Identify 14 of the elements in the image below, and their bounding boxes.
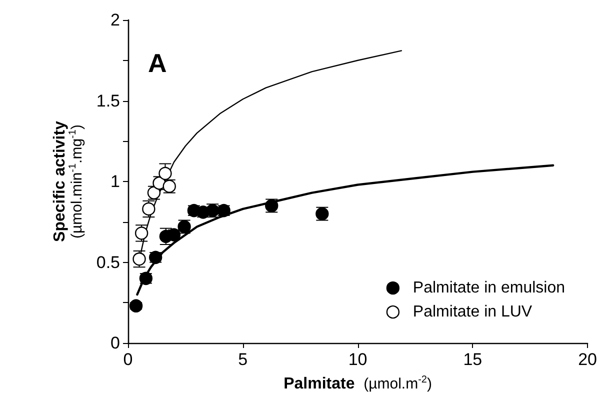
y-tick-label: 1	[110, 172, 120, 191]
x-tick-label: 5	[238, 350, 248, 369]
x-tick-label: 20	[578, 350, 598, 369]
legend-label: Palmitate in LUV	[412, 304, 532, 320]
legend-label: Palmitate in emulsion	[412, 280, 566, 296]
annotation: A	[148, 48, 167, 78]
y-tick-label: 0	[110, 334, 120, 352]
y-tick-label: 2	[110, 10, 120, 30]
x-tick-label: 10	[348, 350, 368, 369]
y-tick-label: 1.5	[96, 91, 120, 110]
y-tick-label: 0.5	[96, 252, 120, 272]
x-tick-label: 15	[463, 350, 482, 369]
x-tick-label: 0	[123, 350, 133, 369]
point	[158, 166, 172, 180]
